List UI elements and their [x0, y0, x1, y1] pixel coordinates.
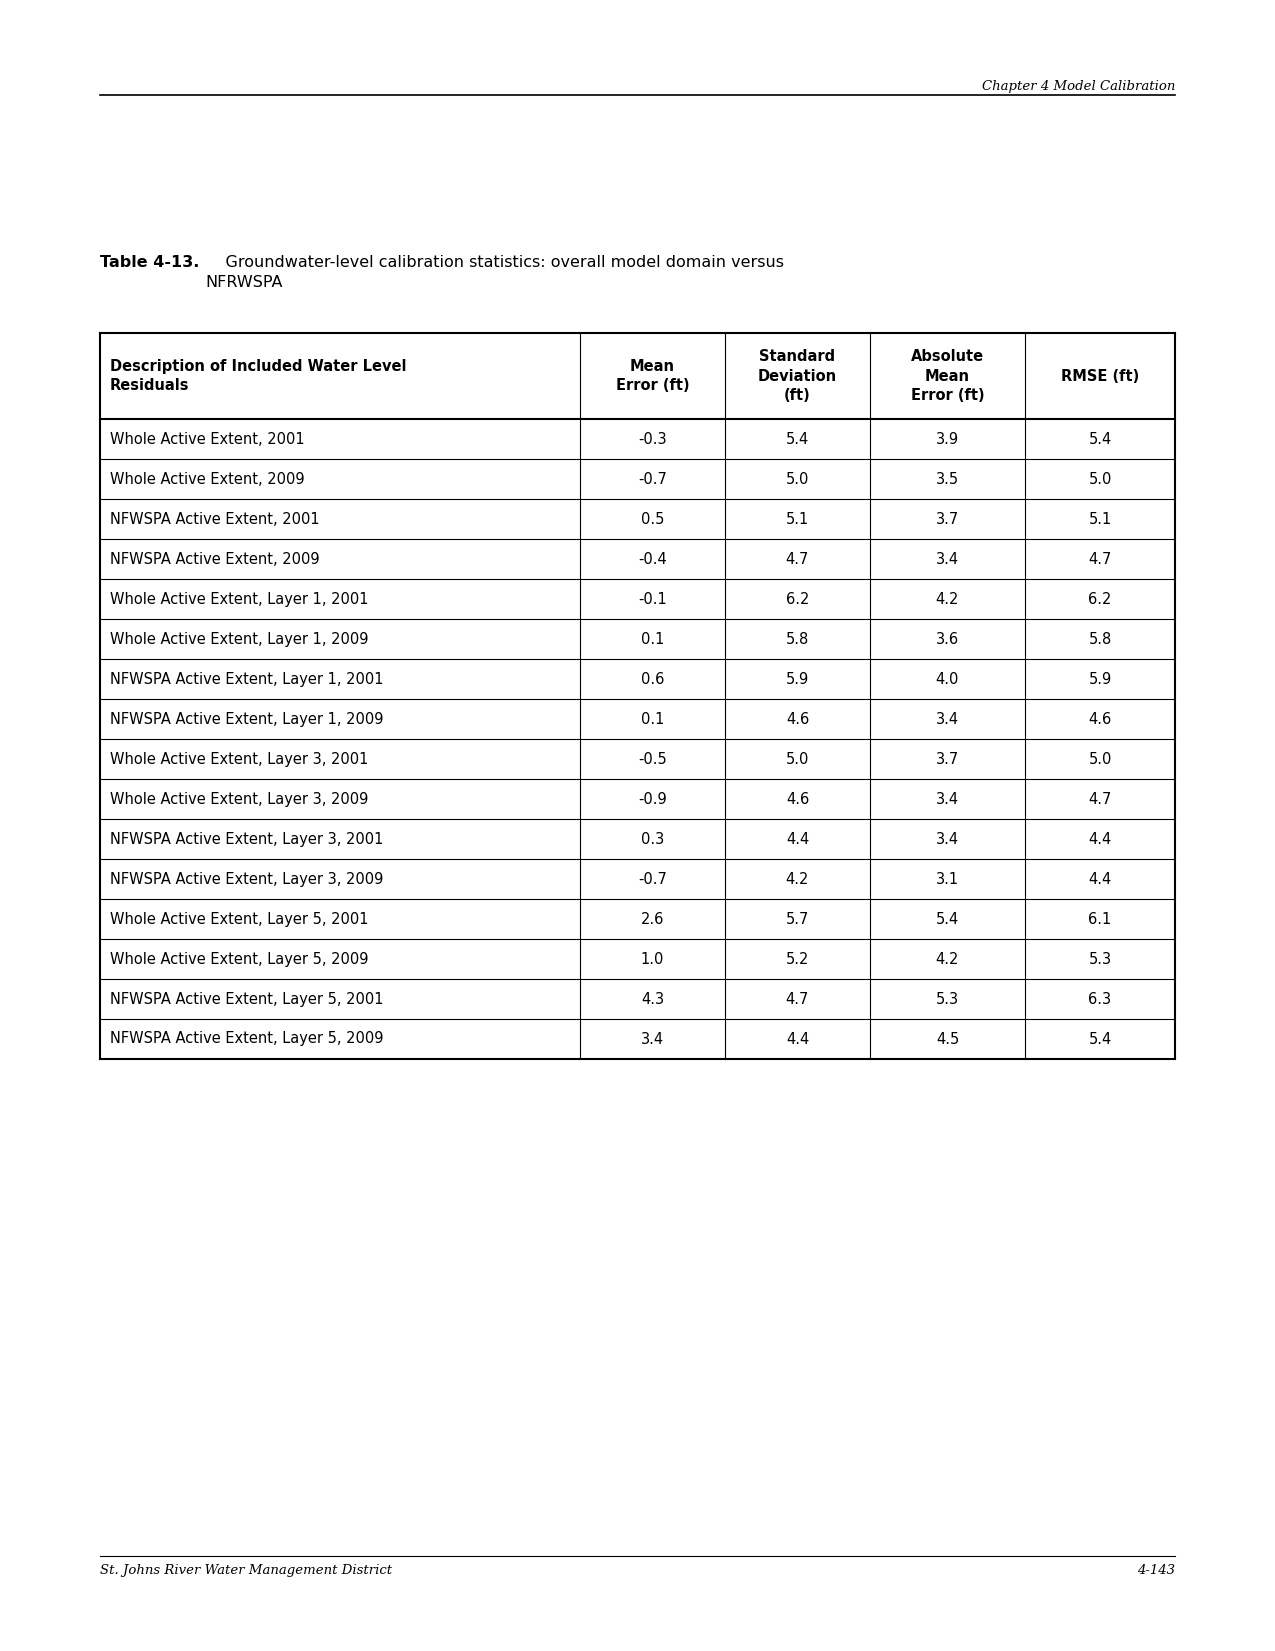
Text: 0.6: 0.6 [641, 672, 664, 687]
Text: 4.2: 4.2 [785, 872, 810, 887]
Text: -0.1: -0.1 [638, 591, 667, 606]
Text: -0.4: -0.4 [638, 551, 667, 566]
Text: Description of Included Water Level
Residuals: Description of Included Water Level Resi… [110, 358, 407, 393]
Text: 0.1: 0.1 [641, 712, 664, 726]
Text: 4.6: 4.6 [785, 791, 810, 806]
Text: St. Johns River Water Management District: St. Johns River Water Management Distric… [99, 1563, 393, 1577]
Text: 4.4: 4.4 [1089, 872, 1112, 887]
Text: 4.2: 4.2 [936, 951, 959, 966]
Text: 4.6: 4.6 [1089, 712, 1112, 726]
Text: -0.9: -0.9 [638, 791, 667, 806]
Text: 4.0: 4.0 [936, 672, 959, 687]
Text: 3.4: 3.4 [936, 551, 959, 566]
Text: Whole Active Extent, Layer 1, 2009: Whole Active Extent, Layer 1, 2009 [110, 631, 368, 647]
Text: 4.7: 4.7 [785, 992, 810, 1007]
Text: 4.4: 4.4 [785, 1032, 810, 1047]
Text: Whole Active Extent, Layer 3, 2001: Whole Active Extent, Layer 3, 2001 [110, 751, 368, 766]
Text: 4.2: 4.2 [936, 591, 959, 606]
Text: 3.4: 3.4 [936, 712, 959, 726]
Text: -0.7: -0.7 [638, 472, 667, 487]
Text: 5.4: 5.4 [785, 431, 810, 446]
Text: Table 4-13.: Table 4-13. [99, 254, 199, 271]
Text: 4.3: 4.3 [641, 992, 664, 1007]
Text: 5.9: 5.9 [785, 672, 810, 687]
Text: -0.5: -0.5 [638, 751, 667, 766]
Text: 3.4: 3.4 [641, 1032, 664, 1047]
Text: NFWSPA Active Extent, 2001: NFWSPA Active Extent, 2001 [110, 512, 320, 527]
Text: Chapter 4 Model Calibration: Chapter 4 Model Calibration [982, 79, 1176, 92]
Text: 3.5: 3.5 [936, 472, 959, 487]
Text: NFWSPA Active Extent, Layer 1, 2001: NFWSPA Active Extent, Layer 1, 2001 [110, 672, 384, 687]
Text: 4.7: 4.7 [1089, 791, 1112, 806]
Text: 4.6: 4.6 [785, 712, 810, 726]
Text: 5.7: 5.7 [785, 911, 810, 926]
Text: Absolute
Mean
Error (ft): Absolute Mean Error (ft) [910, 348, 984, 403]
Text: 5.1: 5.1 [785, 512, 810, 527]
Text: 3.9: 3.9 [936, 431, 959, 446]
Text: 5.4: 5.4 [1089, 431, 1112, 446]
Text: 6.2: 6.2 [785, 591, 810, 606]
Text: 4.7: 4.7 [1089, 551, 1112, 566]
Text: -0.3: -0.3 [639, 431, 667, 446]
Text: 3.1: 3.1 [936, 872, 959, 887]
Text: 4.4: 4.4 [785, 832, 810, 847]
Text: 3.4: 3.4 [936, 832, 959, 847]
Text: 0.3: 0.3 [641, 832, 664, 847]
Text: 5.4: 5.4 [1089, 1032, 1112, 1047]
Text: Groundwater-level calibration statistics: overall model domain versus
NFRWSPA: Groundwater-level calibration statistics… [205, 254, 784, 291]
Text: 5.0: 5.0 [1089, 751, 1112, 766]
Text: 5.4: 5.4 [936, 911, 959, 926]
Text: 5.3: 5.3 [1089, 951, 1112, 966]
Text: 6.3: 6.3 [1089, 992, 1112, 1007]
Text: 4.4: 4.4 [1089, 832, 1112, 847]
Text: 0.5: 0.5 [641, 512, 664, 527]
Text: 5.8: 5.8 [1089, 631, 1112, 647]
Text: NFWSPA Active Extent, Layer 3, 2001: NFWSPA Active Extent, Layer 3, 2001 [110, 832, 384, 847]
Text: 3.4: 3.4 [936, 791, 959, 806]
Text: RMSE (ft): RMSE (ft) [1061, 368, 1139, 383]
Text: 4.7: 4.7 [785, 551, 810, 566]
Text: Whole Active Extent, 2001: Whole Active Extent, 2001 [110, 431, 305, 446]
Text: 6.1: 6.1 [1089, 911, 1112, 926]
Text: NFWSPA Active Extent, Layer 5, 2009: NFWSPA Active Extent, Layer 5, 2009 [110, 1032, 384, 1047]
Text: 1.0: 1.0 [641, 951, 664, 966]
Text: Whole Active Extent, Layer 5, 2001: Whole Active Extent, Layer 5, 2001 [110, 911, 368, 926]
Text: 5.3: 5.3 [936, 992, 959, 1007]
Text: NFWSPA Active Extent, Layer 3, 2009: NFWSPA Active Extent, Layer 3, 2009 [110, 872, 384, 887]
Text: Whole Active Extent, Layer 3, 2009: Whole Active Extent, Layer 3, 2009 [110, 791, 368, 806]
Text: NFWSPA Active Extent, 2009: NFWSPA Active Extent, 2009 [110, 551, 320, 566]
Text: 5.0: 5.0 [785, 751, 810, 766]
Text: 3.7: 3.7 [936, 512, 959, 527]
Text: NFWSPA Active Extent, Layer 1, 2009: NFWSPA Active Extent, Layer 1, 2009 [110, 712, 384, 726]
Text: 5.1: 5.1 [1089, 512, 1112, 527]
Text: 2.6: 2.6 [641, 911, 664, 926]
Text: 5.8: 5.8 [785, 631, 810, 647]
Text: Standard
Deviation
(ft): Standard Deviation (ft) [757, 348, 838, 403]
Text: 5.9: 5.9 [1089, 672, 1112, 687]
Text: Whole Active Extent, Layer 1, 2001: Whole Active Extent, Layer 1, 2001 [110, 591, 368, 606]
Text: 0.1: 0.1 [641, 631, 664, 647]
Text: 4-143: 4-143 [1137, 1563, 1176, 1577]
Text: NFWSPA Active Extent, Layer 5, 2001: NFWSPA Active Extent, Layer 5, 2001 [110, 992, 384, 1007]
Text: Whole Active Extent, Layer 5, 2009: Whole Active Extent, Layer 5, 2009 [110, 951, 368, 966]
Text: 5.0: 5.0 [785, 472, 810, 487]
Text: 5.0: 5.0 [1089, 472, 1112, 487]
Text: -0.7: -0.7 [638, 872, 667, 887]
Text: 5.2: 5.2 [785, 951, 810, 966]
Text: Whole Active Extent, 2009: Whole Active Extent, 2009 [110, 472, 305, 487]
Text: 4.5: 4.5 [936, 1032, 959, 1047]
Text: 3.7: 3.7 [936, 751, 959, 766]
Text: Mean
Error (ft): Mean Error (ft) [616, 358, 690, 393]
Text: 3.6: 3.6 [936, 631, 959, 647]
Text: 6.2: 6.2 [1089, 591, 1112, 606]
